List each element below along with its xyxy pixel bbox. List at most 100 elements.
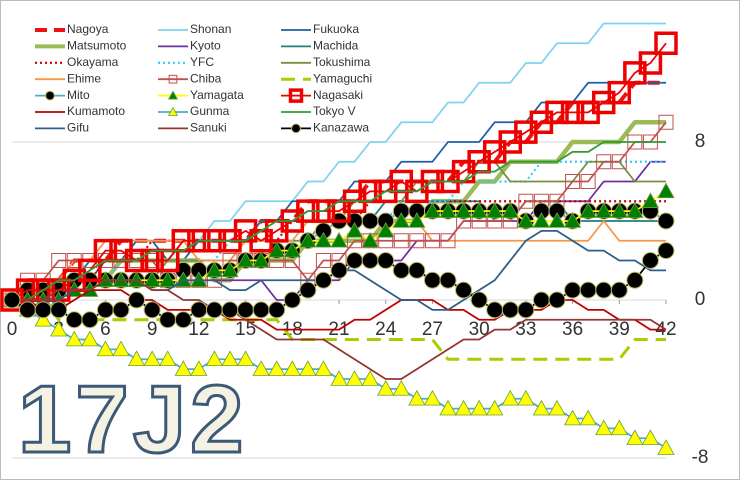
- legend-item: Gunma: [158, 104, 230, 118]
- marker: [532, 399, 551, 416]
- legend-item: Chiba: [158, 71, 222, 85]
- legend-item: Okayama: [35, 55, 119, 69]
- legend-item: YFC: [158, 55, 214, 69]
- legend: Nagoya Shonan Fukuoka Matsumoto Kyoto Machida…: [35, 22, 372, 135]
- marker: [143, 301, 161, 319]
- marker: [221, 350, 239, 367]
- marker: [408, 389, 426, 406]
- legend-item: Kanazawa: [281, 121, 369, 135]
- marker: [236, 350, 255, 367]
- marker: [252, 251, 270, 268]
- legend-marker: [167, 106, 179, 116]
- marker: [345, 370, 364, 386]
- legend-label: Shonan: [190, 22, 231, 36]
- marker: [470, 291, 488, 309]
- marker: [78, 258, 102, 283]
- marker: [501, 389, 519, 406]
- marker: [439, 271, 457, 289]
- marker: [268, 301, 286, 319]
- series: [12, 141, 666, 301]
- marker: [548, 399, 566, 416]
- legend-label: Fukuoka: [313, 22, 359, 36]
- marker: [65, 330, 83, 347]
- legend-label: Nagoya: [67, 22, 109, 36]
- marker: [580, 174, 596, 189]
- legend-item: Machida: [281, 39, 359, 53]
- legend-label: Tokushima: [313, 55, 371, 69]
- legend-marker: [167, 90, 179, 100]
- marker: [657, 212, 675, 230]
- marker: [3, 291, 21, 309]
- marker: [299, 360, 317, 376]
- marker: [439, 399, 457, 416]
- marker: [641, 252, 659, 269]
- legend-label: Machida: [313, 39, 359, 53]
- marker: [377, 380, 395, 396]
- marker: [315, 253, 331, 268]
- marker: [81, 330, 99, 347]
- marker: [641, 192, 660, 209]
- legend-label: Gifu: [67, 121, 89, 135]
- series: [12, 279, 667, 380]
- x-tick-label: 9: [147, 319, 158, 340]
- marker: [112, 340, 130, 357]
- marker: [34, 301, 52, 319]
- marker: [330, 261, 348, 279]
- marker: [283, 241, 301, 258]
- marker: [517, 301, 535, 319]
- marker: [560, 100, 585, 125]
- legend-item: Matsumoto: [35, 39, 127, 53]
- marker: [409, 233, 425, 249]
- marker: [486, 202, 504, 218]
- marker: [299, 281, 317, 299]
- marker: [81, 311, 99, 329]
- marker: [439, 202, 457, 218]
- marker: [51, 253, 67, 268]
- legend-item: Tokushima: [281, 55, 371, 69]
- marker: [611, 154, 627, 170]
- marker: [626, 271, 644, 289]
- legend-marker: [288, 88, 304, 103]
- marker: [268, 360, 286, 376]
- marker: [50, 320, 68, 337]
- marker: [346, 252, 364, 269]
- marker: [548, 291, 566, 309]
- legend-label: Yamaguchi: [313, 71, 372, 85]
- y-tick-label: 0: [695, 289, 706, 310]
- marker: [361, 231, 379, 248]
- marker: [345, 222, 364, 238]
- legend-label: Okayama: [67, 55, 119, 69]
- marker: [190, 360, 208, 376]
- marker: [361, 370, 379, 386]
- marker: [252, 360, 270, 376]
- marker: [205, 350, 224, 367]
- marker: [112, 301, 130, 319]
- marker: [377, 252, 395, 269]
- marker: [532, 212, 551, 228]
- series-line: [11, 42, 667, 301]
- marker: [361, 252, 379, 269]
- marker: [65, 311, 83, 329]
- marker: [377, 222, 395, 238]
- marker: [423, 271, 441, 289]
- legend-item: Shonan: [158, 22, 231, 36]
- marker: [470, 399, 488, 416]
- marker: [393, 233, 409, 249]
- marker: [174, 311, 192, 329]
- marker: [638, 51, 663, 75]
- legend-label: YFC: [190, 55, 214, 69]
- legend-label: Kyoto: [190, 39, 221, 53]
- marker: [50, 301, 68, 319]
- legend-label: Kanazawa: [313, 121, 369, 135]
- marker: [330, 370, 348, 386]
- marker: [314, 271, 332, 289]
- marker: [610, 202, 628, 218]
- legend-label: Tokyo V: [313, 104, 356, 118]
- marker: [610, 419, 628, 436]
- legend-item: Nagoya: [35, 22, 109, 36]
- legend-label: Gunma: [190, 104, 230, 118]
- marker: [501, 301, 519, 319]
- watermark: 17J2: [18, 366, 248, 473]
- marker: [283, 291, 301, 309]
